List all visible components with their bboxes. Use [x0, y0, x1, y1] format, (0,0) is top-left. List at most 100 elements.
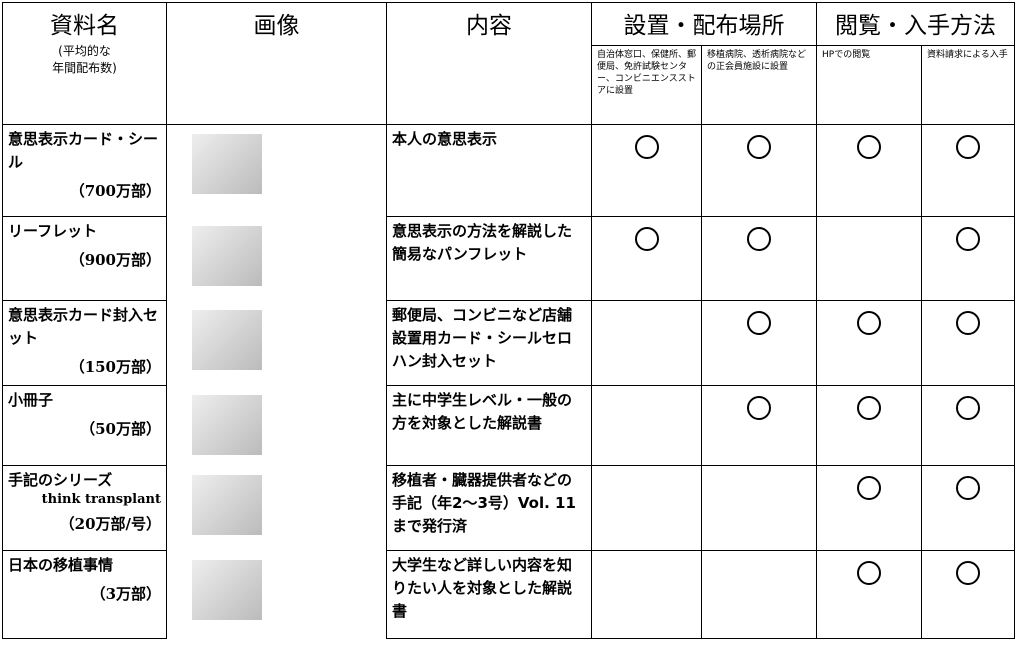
name: 日本の移植事情	[8, 556, 114, 574]
circle-mark	[747, 311, 771, 335]
name: 小冊子	[8, 391, 54, 409]
subtitle: think transplant	[41, 492, 161, 507]
circle-mark	[956, 561, 980, 585]
content-cell: 大学生など詳しい内容を知りたい人を対象とした解説書	[386, 550, 592, 639]
content-cell: 移植者・臓器提供者などの手記（年2～3号）Vol. 11まで発行済	[386, 465, 592, 551]
name: 意思表示カード・シール	[8, 130, 159, 171]
content: 本人の意思表示	[392, 130, 498, 148]
image-cell	[166, 550, 387, 639]
subheader: 自治体窓口、保健所、郵便局、免許試験センター、コンビニエンスストアに設置	[591, 45, 702, 125]
image-placeholder	[192, 474, 262, 535]
mark-cell	[591, 124, 702, 217]
mark-cell	[701, 385, 817, 466]
mark-cell	[921, 465, 1015, 551]
name-cell: 意思表示カード・シール （700万部）	[2, 124, 167, 217]
content: 郵便局、コンビニなど店舗設置用カード・シールセロハン封入セット	[392, 306, 573, 370]
table-body: 意思表示カード・シール （700万部） 本人の意思表示リーフレット （900万部） 意思…	[2, 124, 1015, 639]
image-cell	[166, 300, 387, 386]
name-cell: 手記のシリーズ think transplant （20万部/号）	[2, 465, 167, 551]
count: （150万部）	[69, 358, 161, 376]
row: 意思表示カード・シール （700万部） 本人の意思表示	[2, 124, 1015, 217]
circle-mark	[857, 561, 881, 585]
mark-cell	[591, 216, 702, 301]
mark-cell	[816, 124, 922, 217]
circle-mark	[857, 396, 881, 420]
header-row: 資料名 (平均的な 年間配布数) 画像 内容 設置・配布場所 閲覧・入手方法	[2, 2, 1015, 125]
name: 意思表示カード封入セット	[8, 306, 159, 347]
mark-cell	[921, 385, 1015, 466]
subheader: HPでの閲覧	[816, 45, 922, 125]
circle-mark	[956, 227, 980, 251]
image-cell	[166, 385, 387, 466]
mark-cell	[816, 385, 922, 466]
subheader-row: 自治体窓口、保健所、郵便局、免許試験センター、コンビニエンスストアに設置 移植病…	[3, 45, 1015, 125]
mark-cell	[591, 300, 702, 386]
content: 主に中学生レベル・一般の方を対象とした解説書	[392, 391, 573, 432]
mark-cell	[591, 465, 702, 551]
content-cell: 意思表示の方法を解説した簡易なパンフレット	[386, 216, 592, 301]
subheader: 資料請求による入手	[921, 45, 1015, 125]
name-header: 資料名 (平均的な 年間配布数)	[2, 2, 167, 125]
circle-mark	[956, 476, 980, 500]
count: （20万部/号）	[59, 515, 161, 533]
image-placeholder	[192, 225, 262, 286]
name: リーフレット	[8, 222, 98, 240]
name-cell: 意思表示カード封入セット （150万部）	[2, 300, 167, 386]
circle-mark	[857, 311, 881, 335]
content-cell: 郵便局、コンビニなど店舗設置用カード・シールセロハン封入セット	[386, 300, 592, 386]
circle-mark	[857, 476, 881, 500]
count: （900万部）	[69, 251, 161, 269]
circle-mark	[956, 135, 980, 159]
count: （50万部）	[80, 420, 161, 438]
mark-cell	[921, 300, 1015, 386]
image-placeholder	[192, 134, 262, 194]
image-placeholder	[192, 309, 262, 370]
image-header: 画像	[166, 2, 387, 125]
mark-cell	[701, 216, 817, 301]
row: 小冊子 （50万部） 主に中学生レベル・一般の方を対象とした解説書	[2, 385, 1015, 466]
circle-mark	[747, 396, 771, 420]
header-text: 閲覧・入手方法	[835, 13, 996, 39]
row: 手記のシリーズ think transplant （20万部/号） 移植者・臓器提供者…	[2, 465, 1015, 551]
image-cell	[166, 216, 387, 301]
access-header: 閲覧・入手方法	[816, 2, 1015, 46]
header-text: 設置・配布場所	[623, 13, 785, 39]
circle-mark	[634, 135, 659, 159]
name: 手記のシリーズ	[8, 471, 113, 489]
mark-cell	[701, 124, 817, 217]
circle-mark	[747, 227, 771, 251]
subheader: 移植病院、透析病院などの正会員施設に設置	[701, 45, 817, 125]
materials-table: 資料名 (平均的な 年間配布数) 画像 内容 設置・配布場所 閲覧・入手方法 自治…	[2, 2, 1015, 639]
header-note: (平均的な 年間配布数)	[52, 44, 117, 75]
image-placeholder	[192, 394, 262, 455]
content: 意思表示の方法を解説した簡易なパンフレット	[392, 222, 573, 263]
content: 移植者・臓器提供者などの手記（年2～3号）Vol. 11まで発行済	[392, 471, 576, 535]
content-cell: 本人の意思表示	[386, 124, 592, 217]
circle-mark	[857, 135, 881, 159]
circle-mark	[956, 396, 980, 420]
name-cell: 小冊子 （50万部）	[2, 385, 167, 466]
row: リーフレット （900万部） 意思表示の方法を解説した簡易なパンフレット	[2, 216, 1015, 301]
mark-cell	[921, 550, 1015, 639]
row: 日本の移植事情 （3万部） 大学生など詳しい内容を知りたい人を対象とした解説書	[2, 550, 1015, 639]
count: （700万部）	[69, 182, 161, 200]
count: （3万部）	[90, 585, 161, 603]
header-text: 画像	[253, 13, 300, 39]
content-header: 内容	[386, 2, 592, 125]
mark-cell	[701, 465, 817, 551]
mark-cell	[816, 550, 922, 639]
mark-cell	[591, 385, 702, 466]
placement-header: 設置・配布場所	[591, 2, 817, 46]
content: 大学生など詳しい内容を知りたい人を対象とした解説書	[392, 556, 573, 620]
mark-cell	[921, 216, 1015, 301]
image-placeholder	[192, 559, 262, 620]
circle-mark	[956, 311, 980, 335]
circle-mark	[634, 227, 659, 251]
row: 意思表示カード封入セット （150万部） 郵便局、コンビニなど店舗設置用カード・シー…	[2, 300, 1015, 386]
mark-cell	[921, 124, 1015, 217]
mark-cell	[701, 300, 817, 386]
mark-cell	[701, 550, 817, 639]
name-cell: 日本の移植事情 （3万部）	[2, 550, 167, 639]
mark-cell	[591, 550, 702, 639]
